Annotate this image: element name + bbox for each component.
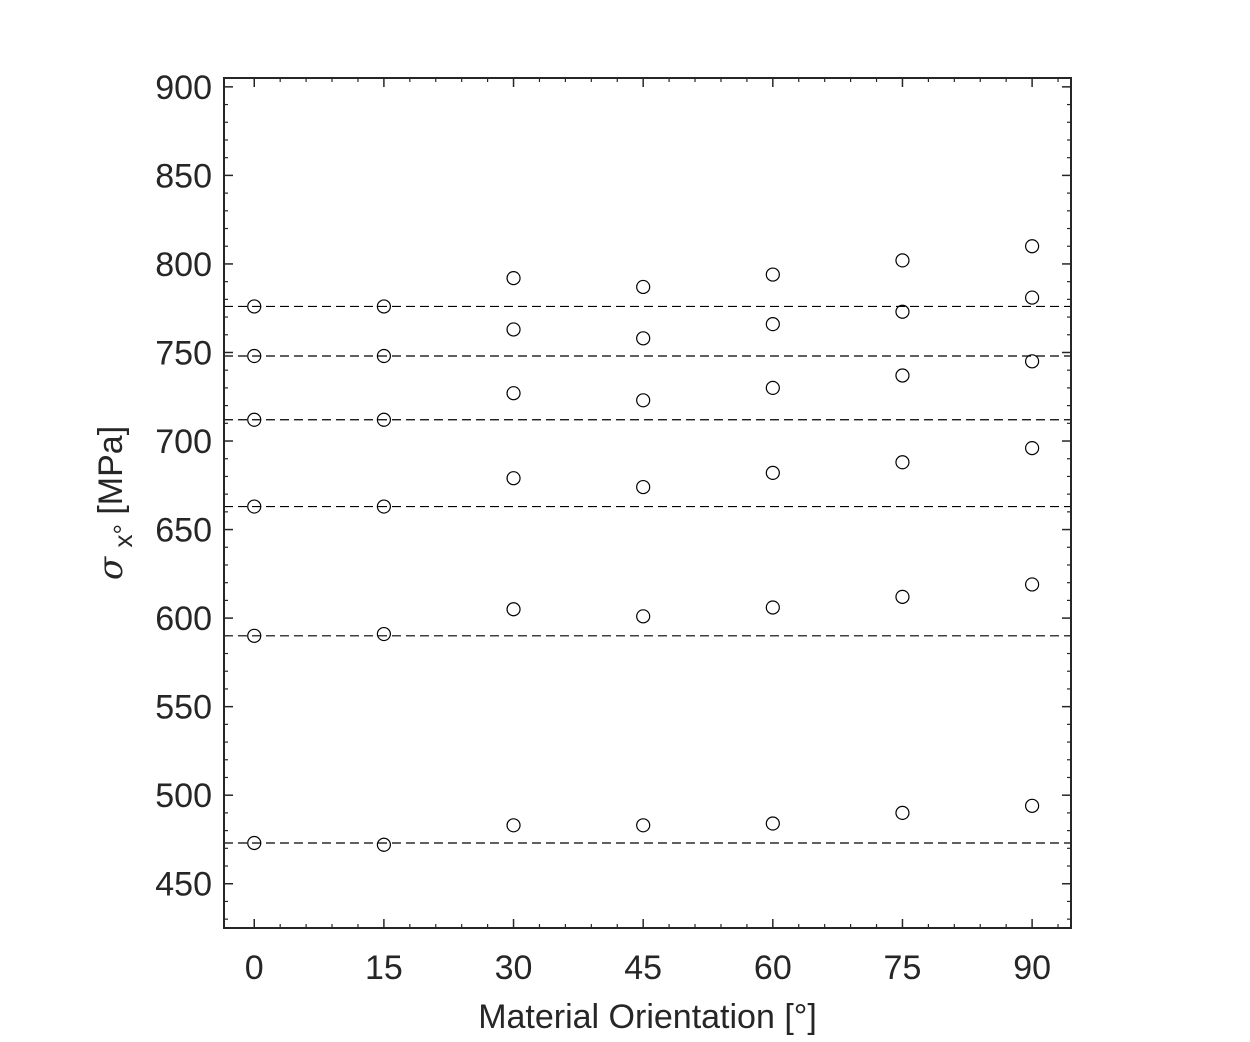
data-point-s5-1 bbox=[376, 299, 391, 314]
data-point-s3-2 bbox=[506, 386, 521, 401]
data-point-s5-6 bbox=[1025, 239, 1040, 254]
data-point-s3-4 bbox=[765, 380, 780, 395]
data-point-s4-4 bbox=[765, 317, 780, 332]
data-point-s1-0 bbox=[247, 628, 262, 643]
data-point-s1-1 bbox=[376, 626, 391, 642]
reference-lines bbox=[224, 305, 1071, 844]
y-tick-labels: 450 500 550 600 650 700 750 800 850 900 bbox=[155, 69, 212, 904]
data-point-s3-1 bbox=[376, 412, 391, 427]
data-point-s2-1 bbox=[376, 499, 391, 514]
y-tick-label: 650 bbox=[155, 512, 212, 550]
y-axis-label: σ x° [MPa] bbox=[91, 426, 140, 580]
x-tick-label: 60 bbox=[754, 949, 792, 987]
x-tick-label: 30 bbox=[495, 949, 533, 987]
y-tick-label: 850 bbox=[155, 157, 212, 195]
data-point-s1-4 bbox=[765, 600, 780, 615]
data-point-s0-1 bbox=[376, 837, 391, 852]
x-tick-label: 45 bbox=[624, 949, 662, 987]
data-point-s3-5 bbox=[895, 368, 910, 383]
y-tick-label: 500 bbox=[155, 777, 212, 815]
data-point-s0-2 bbox=[506, 818, 521, 833]
y-tick-label: 600 bbox=[155, 600, 212, 638]
data-point-s0-6 bbox=[1025, 798, 1040, 813]
x-tick-label: 75 bbox=[884, 949, 922, 987]
major-ticks bbox=[224, 78, 1071, 928]
data-point-s2-6 bbox=[1025, 441, 1040, 456]
data-point-s3-6 bbox=[1025, 354, 1040, 369]
x-axis-label: Material Orientation [°] bbox=[478, 998, 817, 1036]
data-point-s4-5 bbox=[895, 304, 910, 319]
data-point-s1-3 bbox=[636, 609, 651, 624]
x-tick-label: 15 bbox=[365, 949, 403, 987]
plot-frame bbox=[223, 77, 1072, 929]
x-tick-labels: 0 15 30 45 60 75 90 bbox=[245, 949, 1051, 987]
data-point-s4-1 bbox=[376, 348, 391, 364]
data-point-s2-2 bbox=[506, 471, 521, 486]
data-point-s3-3 bbox=[636, 393, 651, 408]
data-point-s5-3 bbox=[636, 279, 651, 295]
y-tick-label: 550 bbox=[155, 689, 212, 727]
data-point-s3-0 bbox=[247, 412, 262, 427]
data-point-s1-6 bbox=[1025, 577, 1040, 592]
y-axis-subscript: x° bbox=[108, 524, 138, 547]
data-point-s5-4 bbox=[765, 267, 780, 282]
data-point-s4-2 bbox=[506, 322, 521, 337]
data-point-s2-4 bbox=[765, 465, 780, 480]
data-point-s2-3 bbox=[636, 479, 651, 495]
data-point-s1-2 bbox=[506, 602, 521, 617]
data-point-s2-0 bbox=[247, 499, 262, 514]
x-tick-label: 0 bbox=[245, 949, 264, 987]
data-point-s0-3 bbox=[636, 818, 651, 833]
data-points bbox=[247, 239, 1040, 852]
y-tick-label: 450 bbox=[155, 866, 212, 904]
data-point-s5-5 bbox=[895, 253, 910, 268]
y-tick-label: 900 bbox=[155, 69, 212, 107]
data-point-s1-5 bbox=[895, 589, 910, 604]
data-point-s4-3 bbox=[636, 331, 651, 346]
y-tick-label: 750 bbox=[155, 334, 212, 372]
data-point-s0-4 bbox=[765, 816, 780, 831]
y-axis-symbol: σ bbox=[91, 556, 131, 580]
data-point-s4-0 bbox=[247, 348, 262, 364]
data-point-s2-5 bbox=[895, 455, 910, 470]
data-point-s0-5 bbox=[895, 805, 910, 820]
y-tick-label: 800 bbox=[155, 246, 212, 284]
x-tick-label: 90 bbox=[1013, 949, 1051, 987]
data-point-s4-6 bbox=[1025, 290, 1040, 305]
data-point-s0-0 bbox=[247, 835, 262, 851]
data-point-s5-0 bbox=[247, 299, 262, 314]
y-tick-label: 700 bbox=[155, 423, 212, 461]
y-axis-unit: [MPa] bbox=[92, 426, 130, 515]
data-point-s5-2 bbox=[506, 271, 521, 286]
